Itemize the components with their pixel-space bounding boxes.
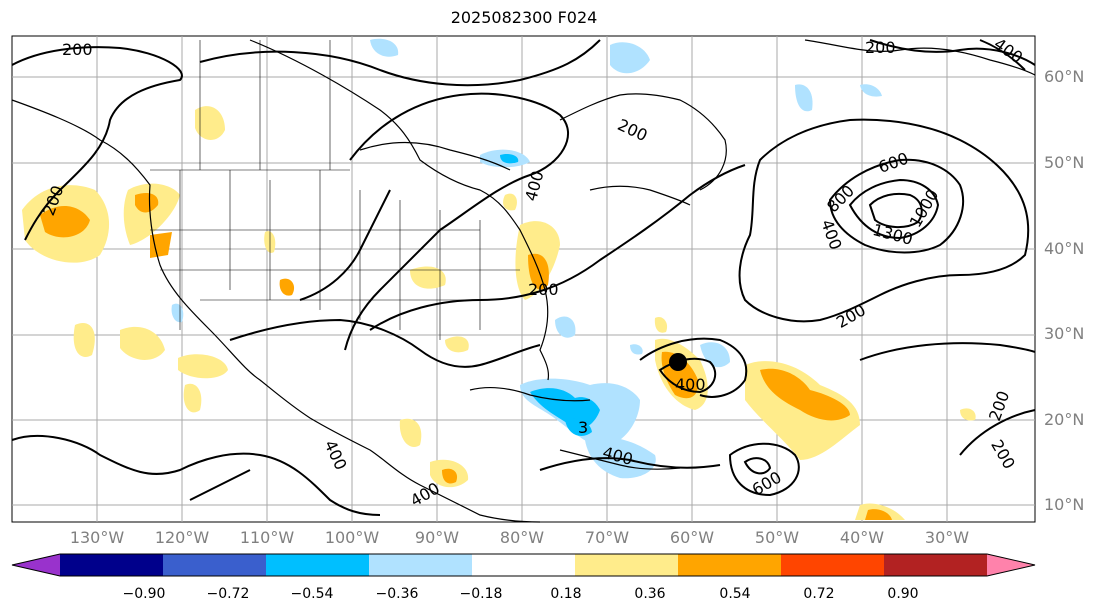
lat-label: 30°N bbox=[1044, 324, 1085, 343]
contour-label: 3 bbox=[578, 418, 588, 437]
colorbar-extend-high bbox=[987, 554, 1035, 576]
colorbar-cell bbox=[60, 554, 164, 576]
lat-label: 10°N bbox=[1044, 495, 1085, 514]
lon-label: 30°W bbox=[924, 528, 970, 547]
colorbar-cell bbox=[575, 554, 679, 576]
colorbar-tick-label: −0.72 bbox=[206, 586, 250, 602]
map-panel bbox=[11, 35, 1036, 523]
colorbar-tick-label: −0.36 bbox=[375, 586, 419, 602]
lat-label: 20°N bbox=[1044, 410, 1085, 429]
contour-label: 200 bbox=[62, 40, 93, 59]
lon-label: 90°W bbox=[414, 528, 460, 547]
colorbar bbox=[11, 553, 1036, 577]
colorbar-cell bbox=[163, 554, 267, 576]
colorbar-cells bbox=[60, 554, 988, 576]
colorbar-cell bbox=[678, 554, 782, 576]
colorbar-tick-label: −0.54 bbox=[290, 586, 334, 602]
colorbar-tick-label: −0.90 bbox=[122, 586, 166, 602]
positive-shading bbox=[22, 106, 976, 520]
colorbar-tick-label: 0.36 bbox=[634, 586, 666, 602]
lon-label: 100°W bbox=[324, 528, 380, 547]
colorbar-cell bbox=[884, 554, 988, 576]
colorbar-cell bbox=[781, 554, 885, 576]
colorbar-tick-label: 0.54 bbox=[719, 586, 751, 602]
storm-center-marker bbox=[669, 353, 687, 371]
state-borders bbox=[150, 40, 520, 340]
lat-label: 50°N bbox=[1044, 153, 1085, 172]
lon-label: 60°W bbox=[669, 528, 715, 547]
contour-label: 200 bbox=[865, 38, 896, 57]
lon-label: 130°W bbox=[69, 528, 125, 547]
coastlines bbox=[11, 39, 1036, 523]
lat-label: 40°N bbox=[1044, 239, 1085, 258]
colorbar-cell bbox=[472, 554, 576, 576]
lon-label: 80°W bbox=[499, 528, 545, 547]
colorbar-tick-label: 0.90 bbox=[887, 586, 919, 602]
lat-label: 60°N bbox=[1044, 67, 1085, 86]
colorbar-tick-label: 0.18 bbox=[550, 586, 582, 602]
colorbar-cell bbox=[266, 554, 370, 576]
contour-label: 400 bbox=[675, 375, 706, 394]
contour-label: 200 bbox=[528, 280, 559, 299]
lon-label: 40°W bbox=[839, 528, 885, 547]
colorbar-extend-low bbox=[12, 554, 60, 576]
colorbar-cell bbox=[369, 554, 473, 576]
height-contours bbox=[11, 39, 1036, 516]
lon-label: 70°W bbox=[584, 528, 630, 547]
lon-label: 120°W bbox=[154, 528, 210, 547]
map-title: 2025082300 F024 bbox=[450, 8, 598, 27]
lon-label: 50°W bbox=[754, 528, 800, 547]
colorbar-tick-label: −0.18 bbox=[459, 586, 503, 602]
colorbar-tick-label: 0.72 bbox=[803, 586, 835, 602]
lon-label: 110°W bbox=[239, 528, 295, 547]
